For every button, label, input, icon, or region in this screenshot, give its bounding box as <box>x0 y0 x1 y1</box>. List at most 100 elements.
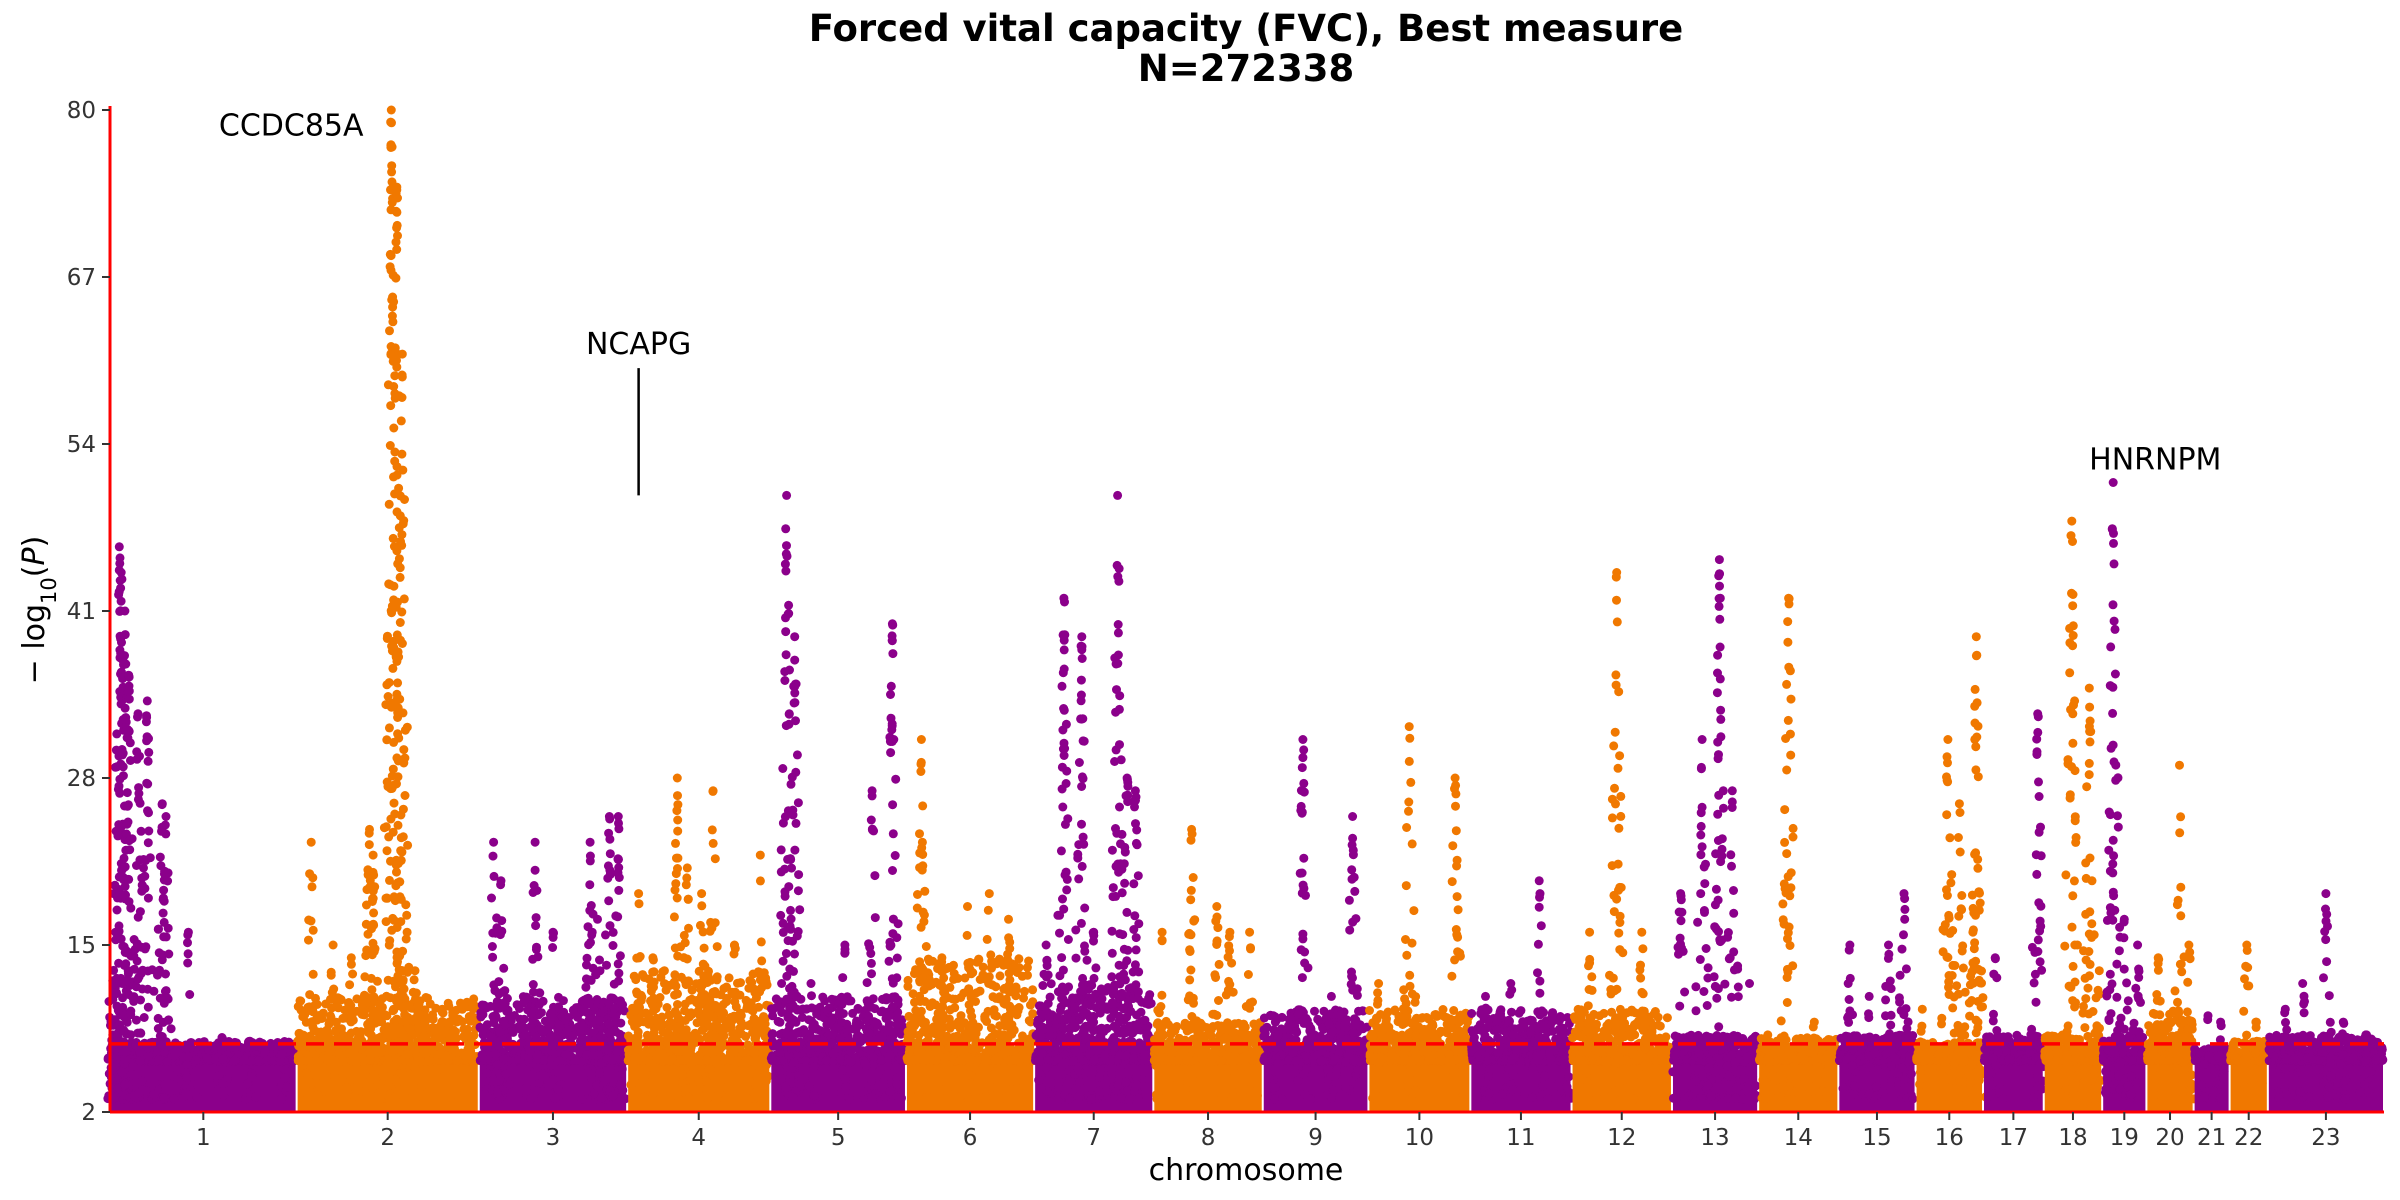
chr1-peak-point <box>121 946 131 956</box>
chr2-peak-point <box>346 1074 356 1084</box>
chr4-peak-point <box>632 953 642 963</box>
chr2-peak-point <box>345 980 355 990</box>
chr4-peak-point <box>632 1019 642 1029</box>
chr3-peak-point <box>606 1063 615 1073</box>
chr3-peak-point <box>531 913 541 923</box>
chr2-peak-point <box>382 991 391 1001</box>
chr4-peak-point <box>715 1077 725 1087</box>
chr4-peak-point <box>634 899 644 909</box>
chr1-peak-point <box>163 994 173 1004</box>
chr4-peak-point <box>699 943 709 953</box>
chr2-peak-point <box>308 925 318 935</box>
chr2-peak-point <box>433 1072 443 1082</box>
chr4-peak-point <box>693 1006 703 1016</box>
chr1-peak-point <box>143 838 153 848</box>
chr2-point <box>349 1048 359 1058</box>
chr2-peak-point <box>393 678 403 688</box>
chr4-peak-point <box>672 893 682 903</box>
chr4-peak-point <box>699 977 709 987</box>
chr1-peak-point <box>118 715 128 724</box>
chr1-peak-point <box>277 1049 287 1059</box>
chr4-peak-point <box>671 869 681 879</box>
chr4-peak-point <box>710 854 720 864</box>
chr3-peak-point <box>605 849 615 859</box>
chr2-peak-point <box>372 976 382 986</box>
chr2-peak-point <box>326 1046 336 1056</box>
chr2-peak-point <box>398 519 408 529</box>
chr3-peak-point <box>532 1063 542 1073</box>
chr1-peak-point <box>280 1065 290 1075</box>
chr1-peak-top <box>157 799 167 809</box>
chr2-peak-point <box>395 572 405 582</box>
chr1-peak-top <box>114 542 124 552</box>
chr3-peak-point <box>550 1093 560 1103</box>
chr4-peak-point <box>756 1016 766 1026</box>
chr1-peak-point <box>143 756 153 766</box>
chr1-peak-point <box>192 1092 202 1102</box>
chr2-peak-point <box>402 910 412 920</box>
chr4-peak-point <box>671 879 681 889</box>
chr4-peak-point <box>669 912 679 922</box>
chr4-point <box>736 978 745 988</box>
chr3-peak-point <box>501 1069 511 1079</box>
chr1-peak-point <box>168 1071 178 1081</box>
chr1-peak-point <box>141 1086 151 1096</box>
chr4-peak-point <box>701 1076 711 1086</box>
chr4-peak-point <box>669 977 679 987</box>
chr1-peak-top <box>183 927 193 937</box>
chr3-point <box>492 997 502 1007</box>
chr4-peak-point <box>695 920 705 930</box>
chr1-peak-point <box>126 1006 136 1016</box>
chr3-peak-point <box>531 921 541 931</box>
chr2-peak-point <box>391 860 401 870</box>
chr1-peak-point <box>142 713 152 722</box>
chr3-peak-point <box>487 942 497 951</box>
chr2-point <box>296 996 306 1006</box>
chr4-peak-point <box>712 942 722 952</box>
chr2-peak-point <box>398 832 408 842</box>
chr4-peak-point <box>673 853 683 863</box>
chr1-peak-point <box>143 893 153 903</box>
chr3-peak-point <box>555 1056 565 1066</box>
chr3-peak-point <box>535 988 545 998</box>
chr3-peak-top <box>604 812 614 821</box>
chr2-point <box>311 1056 320 1066</box>
chr4-peak-top <box>672 773 682 783</box>
chr4-peak-point <box>751 1080 761 1090</box>
chr2-peak-point <box>384 678 394 688</box>
chr1-peak-point <box>183 938 192 948</box>
chr2-peak-point <box>386 814 396 824</box>
chr4-peak-point <box>683 894 693 904</box>
chr4-peak-point <box>747 1068 757 1078</box>
chr2-point <box>380 1027 390 1036</box>
chr2-peak-point <box>305 990 315 1000</box>
chr1-peak-point <box>136 995 145 1005</box>
chr1-peak-point <box>122 788 132 798</box>
chr3-peak-point <box>614 863 624 873</box>
chr2-peak-point <box>395 877 405 887</box>
chr1-peak-point <box>251 1092 261 1102</box>
chr2-peak-point <box>411 1015 421 1025</box>
chr3-peak-point <box>608 941 618 950</box>
chr3-peak-point <box>614 976 624 986</box>
chr2-peak-point <box>393 820 403 830</box>
chr3-peak-point <box>505 1080 514 1090</box>
chr4-peak-point <box>708 838 718 848</box>
chr4-peak-point <box>673 800 683 810</box>
chr2-peak-point <box>400 495 409 504</box>
chr2-peak-point <box>308 969 318 979</box>
chr1-peak-point <box>120 703 130 713</box>
chr2-peak-point <box>409 975 419 985</box>
chr3-peak-point <box>543 1018 553 1028</box>
chr2-peak-top <box>368 850 378 860</box>
chr2-peak-point <box>344 998 354 1007</box>
chr4-peak-point <box>761 1076 771 1086</box>
chr4-peak-point <box>715 1038 724 1048</box>
chr1-peak-top <box>217 1033 227 1042</box>
chr1-peak-point <box>118 771 128 781</box>
chr2-peak-point <box>403 1050 413 1060</box>
chr2-peak-point <box>386 265 396 275</box>
chr3-peak-point <box>614 968 624 978</box>
chr1-peak-point <box>142 732 152 742</box>
chr2-peak-point <box>330 1026 340 1036</box>
